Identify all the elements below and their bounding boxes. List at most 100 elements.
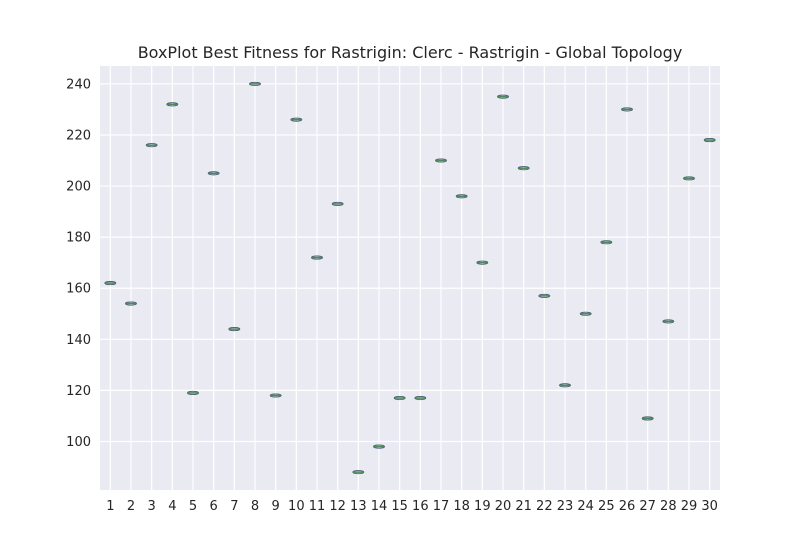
y-tick-label: 200 (66, 180, 91, 195)
box-5 (187, 390, 199, 395)
box-body (269, 393, 282, 398)
chart-title: BoxPlot Best Fitness for Rastrigin: Cler… (138, 43, 683, 62)
y-tick-label: 220 (66, 128, 91, 143)
box-11 (311, 255, 323, 260)
x-tick-label: 12 (329, 499, 346, 514)
box-body (228, 327, 241, 332)
box-body (414, 395, 427, 401)
box-body (393, 395, 406, 401)
x-tick-label: 23 (557, 499, 574, 514)
box-30 (703, 138, 716, 143)
x-tick-label: 5 (189, 499, 197, 514)
box-body (311, 255, 323, 260)
box-28 (662, 319, 675, 324)
box-1 (104, 281, 117, 286)
box-body (290, 117, 303, 122)
box-body (703, 138, 716, 143)
x-tick-label: 3 (148, 499, 156, 514)
box-12 (331, 201, 344, 206)
box-body (538, 293, 551, 298)
x-tick-label: 27 (639, 499, 656, 514)
box-29 (683, 176, 695, 181)
box-body (104, 281, 117, 286)
x-tick-label: 17 (433, 499, 450, 514)
box-2 (125, 301, 137, 306)
box-body (517, 166, 530, 171)
box-marks (104, 81, 716, 475)
box-body (641, 416, 654, 421)
grid-lines (100, 66, 720, 490)
box-13 (352, 470, 365, 475)
x-tick-label: 2 (127, 499, 135, 514)
x-tick-label: 24 (577, 499, 594, 514)
x-tick-label: 30 (701, 499, 718, 514)
x-tick-label: 28 (660, 499, 677, 514)
box-body (352, 470, 365, 475)
box-15 (393, 395, 406, 401)
box-18 (455, 194, 468, 199)
box-9 (269, 393, 282, 398)
box-23 (559, 383, 571, 388)
box-10 (290, 117, 303, 122)
y-tick-label: 120 (66, 384, 91, 399)
box-body (455, 194, 468, 199)
x-tick-label: 6 (210, 499, 218, 514)
x-tick-label: 8 (251, 499, 259, 514)
x-tick-label: 20 (495, 499, 512, 514)
y-tick-label: 100 (66, 435, 91, 450)
x-tick-label: 16 (412, 499, 429, 514)
box-body (249, 81, 261, 86)
y-axis-ticks: 100 120 140 160 180 200 220 240 (66, 77, 91, 450)
x-tick-label: 10 (288, 499, 305, 514)
box-20 (497, 94, 509, 99)
box-body (621, 107, 633, 112)
x-axis-ticks: 1 2 3 4 5 6 7 8 9 10 11 12 13 14 15 16 17 18 19 20 21 22 23 24 2… (106, 499, 718, 514)
box-body (559, 383, 571, 388)
y-tick-label: 180 (66, 231, 91, 246)
box-body (331, 201, 344, 206)
x-tick-label: 29 (681, 499, 698, 514)
box-17 (435, 158, 447, 163)
box-body (435, 158, 447, 163)
box-body (145, 143, 158, 148)
box-8 (249, 81, 261, 86)
x-tick-label: 9 (272, 499, 280, 514)
box-6 (207, 171, 220, 176)
y-tick-label: 240 (66, 77, 91, 92)
box-19 (476, 260, 489, 265)
x-tick-label: 14 (371, 499, 388, 514)
box-14 (373, 444, 385, 449)
x-tick-label: 13 (350, 499, 367, 514)
x-tick-label: 7 (230, 499, 238, 514)
box-4 (166, 102, 179, 107)
x-tick-label: 19 (474, 499, 491, 514)
x-tick-label: 25 (598, 499, 615, 514)
box-body (683, 176, 695, 181)
box-body (662, 319, 675, 324)
x-tick-label: 11 (309, 499, 326, 514)
box-7 (228, 327, 241, 332)
x-tick-label: 26 (619, 499, 636, 514)
plot-area (100, 66, 720, 490)
box-3 (145, 143, 158, 148)
box-26 (621, 107, 633, 112)
box-body (600, 240, 613, 245)
x-tick-label: 18 (453, 499, 470, 514)
box-body (207, 171, 220, 176)
box-21 (517, 166, 530, 171)
x-tick-label: 21 (515, 499, 532, 514)
box-25 (600, 240, 613, 245)
box-body (125, 301, 137, 306)
box-body (373, 444, 385, 449)
x-tick-label: 4 (168, 499, 176, 514)
box-16 (414, 395, 427, 401)
x-tick-label: 15 (391, 499, 408, 514)
box-body (166, 102, 179, 107)
y-tick-label: 160 (66, 282, 91, 297)
y-tick-label: 140 (66, 333, 91, 348)
x-tick-label: 22 (536, 499, 553, 514)
box-body (497, 94, 509, 99)
box-24 (579, 311, 592, 316)
